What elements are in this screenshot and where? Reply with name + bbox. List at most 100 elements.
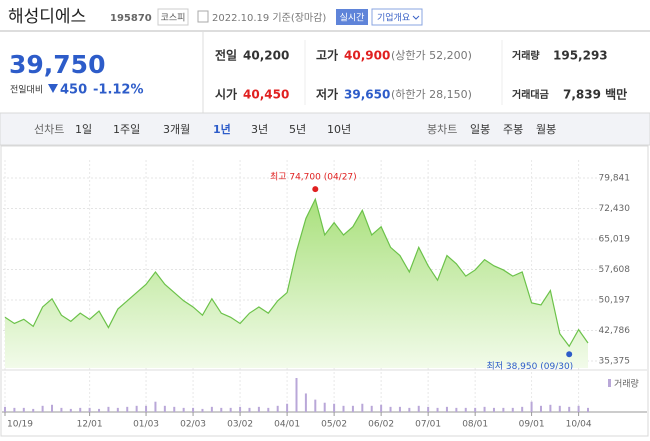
volume-bar — [32, 408, 35, 412]
legend-label: 거래량 — [614, 378, 639, 390]
volume-bar — [229, 407, 232, 412]
volume-bar — [539, 405, 542, 412]
volume-bar — [323, 402, 326, 412]
volume-bar — [220, 407, 223, 412]
volume-bar — [361, 403, 364, 412]
cell-value: 40,900 — [344, 49, 390, 63]
volume-bar — [248, 407, 251, 412]
volume-bar — [549, 404, 552, 412]
cell-label: 저가 — [316, 87, 338, 102]
x-tick-label: 12/01 — [77, 420, 103, 430]
plot: 35,375 42,786 50,197 57,608 65,019 72,430 79,8… — [2, 160, 647, 430]
volume-bar — [4, 406, 6, 412]
y-tick-label: 42,786 — [599, 326, 631, 336]
volume-bar — [192, 407, 195, 412]
cell-label: 고가 — [316, 48, 338, 63]
dropdown-arrow — [412, 15, 420, 20]
volume-bar — [558, 405, 561, 412]
volume-bar — [408, 407, 411, 412]
x-tick-label: 02/03 — [180, 420, 206, 430]
stock-code: 195870 — [110, 13, 152, 24]
volume-bar — [464, 407, 467, 412]
volume-bar — [60, 407, 63, 412]
realtime[interactable]: 실시간 — [340, 13, 365, 24]
cell-value: 7,839 백만 — [563, 87, 627, 102]
y-tick-label: 57,608 — [599, 265, 631, 275]
chart-frame — [0, 145, 649, 437]
tabs: 선차트 1일 1주일 3개월 1년 3년 5년 10년 봉차트 일봉 주봉 월봉 — [34, 122, 556, 136]
x-tick-label: 10/04 — [566, 420, 592, 430]
volume-bar — [163, 405, 166, 412]
volume-bar — [342, 405, 345, 412]
cell-value: 195,293 — [553, 49, 608, 63]
volume-bar — [22, 407, 25, 412]
cell-label: 거래대금 — [512, 88, 549, 101]
change-label: 전일대비 — [10, 85, 43, 96]
volume-bar — [577, 405, 580, 412]
y-tick-label: 72,430 — [599, 204, 631, 214]
change: 450 — [60, 83, 87, 98]
cell-value: 40,200 — [243, 49, 289, 63]
tab[interactable]: 1일 — [75, 122, 92, 136]
volume-bar — [417, 405, 420, 412]
x-tick-label: 03/02 — [227, 420, 253, 430]
volume-bar — [173, 406, 176, 412]
company[interactable]: 기업개요 — [377, 13, 410, 24]
y-tick-label: 65,019 — [599, 235, 631, 245]
cell-label: 거래량 — [512, 49, 540, 62]
tab[interactable]: 주봉 — [503, 123, 523, 136]
volume-bar — [107, 406, 110, 412]
cell-note: (상한가 52,200) — [391, 49, 472, 62]
x-tick-label: 10/19 — [7, 420, 33, 430]
x-tick-label: 07/01 — [415, 420, 441, 430]
volume-bar — [69, 408, 72, 412]
x-tick-label: 05/02 — [321, 420, 347, 430]
company-button[interactable] — [371, 8, 423, 26]
stock-name: 해성디에스 — [8, 7, 86, 27]
volume-bar — [79, 407, 82, 412]
cell-note: (하한가 28,150) — [391, 87, 472, 101]
volume-bar — [145, 405, 148, 412]
cell-value: 39,650 — [344, 88, 390, 102]
price-line — [4, 197, 589, 348]
realtime-button[interactable] — [336, 9, 368, 25]
volume-bar — [126, 406, 129, 412]
tab[interactable]: 5년 — [289, 123, 306, 136]
tab[interactable]: 3개월 — [163, 123, 190, 136]
tab[interactable]: 1년 — [213, 122, 231, 136]
tab[interactable]: 일봉 — [470, 122, 490, 136]
tab-group-label: 봉차트 — [427, 123, 457, 136]
min-marker — [566, 351, 573, 358]
volume-bar — [304, 393, 307, 412]
market-badge — [157, 8, 189, 26]
volume-bar — [210, 406, 213, 412]
volume-bar — [370, 405, 373, 412]
volume-bar — [568, 406, 571, 412]
volume-bar — [98, 408, 101, 412]
volume-bar — [587, 407, 589, 412]
volume-bar — [351, 405, 354, 412]
x-tick-label: 08/01 — [462, 420, 488, 430]
tab-bar — [0, 112, 650, 146]
tab[interactable]: 10년 — [327, 123, 351, 136]
volume-bar — [380, 404, 383, 412]
tab[interactable]: 월봉 — [536, 123, 556, 136]
market: 코스피 — [161, 13, 186, 24]
volume-bar — [135, 405, 138, 412]
y-tick-label: 79,841 — [599, 174, 631, 184]
tab[interactable]: 3년 — [251, 123, 268, 136]
volume-bar — [116, 407, 119, 412]
volume-bar — [398, 406, 401, 412]
cell-value: 40,450 — [243, 88, 289, 102]
volume-bar — [267, 407, 270, 412]
volume-bar — [88, 407, 91, 412]
x-tick-label: 09/01 — [519, 420, 545, 430]
cell-label: 전일 — [215, 48, 237, 63]
tab[interactable]: 1주일 — [113, 122, 140, 136]
y-tick-label: 50,197 — [599, 296, 631, 306]
volume-bar — [521, 406, 524, 412]
current-price: 39,750 — [9, 50, 105, 79]
volume-bar — [276, 405, 279, 412]
volume-bar — [182, 407, 185, 412]
